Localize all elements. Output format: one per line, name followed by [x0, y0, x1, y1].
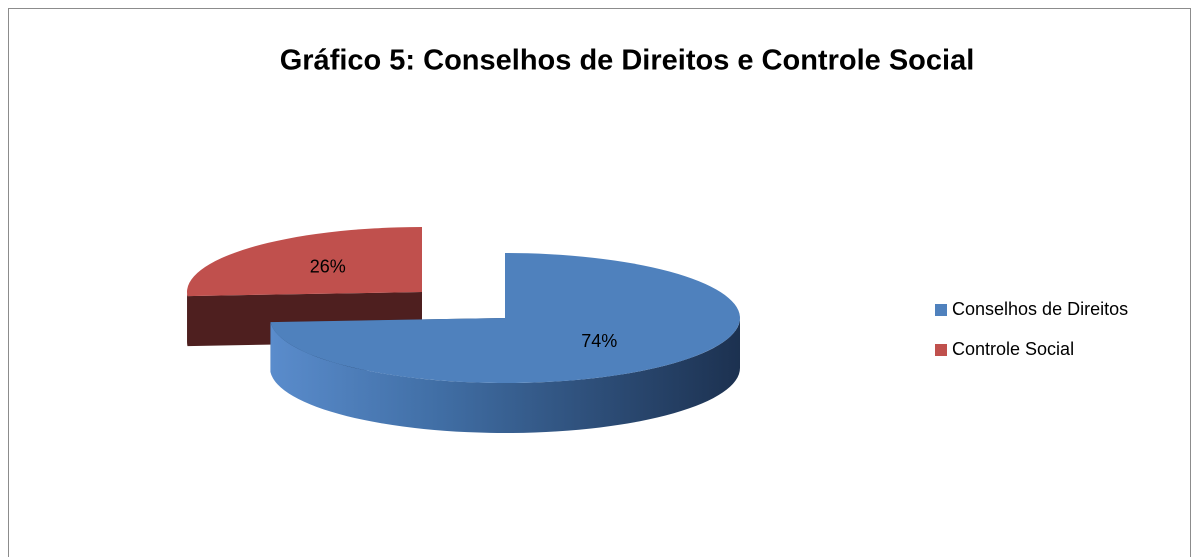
data-label: 74% [581, 331, 617, 351]
slice [187, 227, 422, 297]
slice [270, 253, 741, 383]
chart-title: Gráfico 5: Conselhos de Direitos e Contr… [280, 45, 975, 77]
legend-label: Conselhos de Direitos [952, 299, 1128, 319]
slice-wall [270, 318, 740, 433]
data-label: 26% [310, 256, 346, 276]
legend-label: Controle Social [952, 339, 1074, 359]
legend-swatch [935, 304, 947, 316]
legend-swatch [935, 344, 947, 356]
